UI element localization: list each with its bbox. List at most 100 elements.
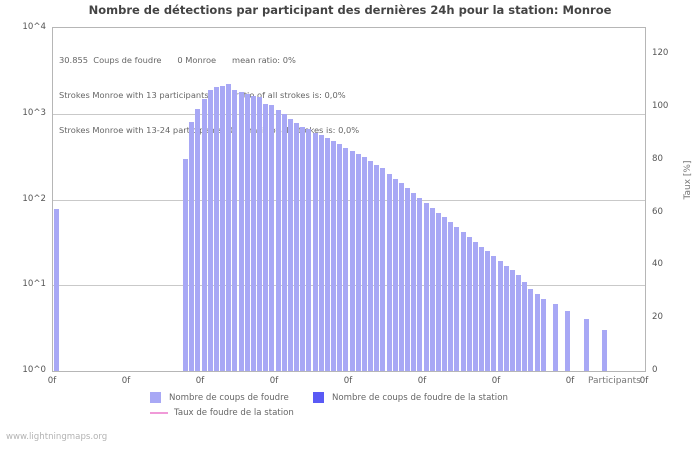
x-tick [503, 371, 504, 372]
x-tick [522, 371, 523, 372]
bar [324, 138, 330, 371]
y-tick-left [52, 330, 53, 331]
x-tick [497, 371, 498, 372]
x-tick [53, 371, 54, 372]
legend-swatch-station-strokes-icon [313, 392, 324, 403]
bar [602, 330, 608, 371]
legend-label-1: Nombre de coups de foudre de la station [332, 392, 508, 403]
y-tick-left [52, 208, 53, 209]
bar [454, 226, 460, 371]
x-tick [627, 371, 628, 372]
x-tick [423, 371, 424, 372]
x-tick [392, 371, 393, 372]
x-tick [411, 371, 412, 372]
y-tick-left [52, 304, 53, 305]
x-tick-label: 0f [343, 376, 353, 386]
gridline [53, 199, 645, 201]
plot-area: 30.855 Coups de foudre 0 Monroe mean rat… [52, 27, 646, 372]
x-tick [294, 371, 295, 372]
bar [405, 188, 411, 371]
y-tick-left [52, 148, 53, 149]
x-tick [133, 371, 134, 372]
x-tick [546, 371, 547, 372]
bar [411, 192, 417, 371]
bar [183, 158, 189, 371]
bar [516, 275, 522, 371]
bar [368, 161, 374, 371]
y-tick-label-left: 10^2 [22, 193, 46, 204]
legend-item-2[interactable]: Taux de foudre de la station [150, 408, 294, 418]
bar [491, 255, 497, 371]
chart-title: Nombre de détections par participant des… [88, 3, 612, 17]
bar [232, 89, 238, 371]
y-tick-left [52, 225, 53, 226]
x-tick [244, 371, 245, 372]
bar [337, 144, 343, 371]
x-tick [349, 371, 350, 372]
x-tick [170, 371, 171, 372]
legend-item-0[interactable]: Nombre de coups de foudre [150, 392, 289, 403]
y-tick-left [52, 159, 53, 160]
x-tick [213, 371, 214, 372]
x-tick [90, 371, 91, 372]
x-tick [380, 371, 381, 372]
x-tick [232, 371, 233, 372]
y-tick-left [52, 122, 53, 123]
y-tick-label-right: 120 [652, 48, 669, 59]
watermark: www.lightningmaps.org [6, 432, 108, 442]
y-tick-left [52, 174, 53, 175]
x-tick [183, 371, 184, 372]
bar [287, 118, 293, 371]
x-tick [78, 371, 79, 372]
y-tick-left [52, 294, 53, 295]
bar [331, 141, 337, 371]
bar [257, 97, 263, 371]
x-tick [472, 371, 473, 372]
x-tick-label: 0f [491, 376, 501, 386]
y-tick-left [52, 219, 53, 220]
bar [392, 178, 398, 371]
bar [238, 91, 244, 371]
x-tick [318, 371, 319, 372]
y-tick-left [52, 285, 53, 286]
y-tick-left [52, 345, 53, 346]
x-tick [429, 371, 430, 372]
y-tick-left [52, 234, 53, 235]
y-tick-left [52, 127, 53, 128]
x-tick [102, 371, 103, 372]
x-tick [226, 371, 227, 372]
x-tick [263, 371, 264, 372]
bar [300, 127, 306, 371]
y-tick-label-left: 10^4 [22, 22, 46, 32]
x-tick [164, 371, 165, 372]
y-tick-label-right: 100 [652, 101, 669, 112]
y-tick-label-left: 10^0 [22, 365, 46, 375]
bar [355, 153, 361, 371]
x-tick [479, 371, 480, 372]
legend-swatch-rate-line-icon [150, 412, 168, 414]
y-tick-left [52, 28, 53, 29]
x-tick [633, 371, 634, 372]
x-tick [559, 371, 560, 372]
x-tick [59, 371, 60, 372]
bar [361, 157, 367, 371]
legend-label-2: Taux de foudre de la station [174, 408, 294, 418]
y-tick-left [52, 114, 53, 115]
x-tick [250, 371, 251, 372]
bar [374, 165, 380, 371]
legend-item-1[interactable]: Nombre de coups de foudre de la station [313, 392, 508, 403]
bar [583, 319, 589, 371]
x-tick [287, 371, 288, 372]
x-tick [176, 371, 177, 372]
x-tick [337, 371, 338, 372]
bar [485, 251, 491, 371]
y-tick-label-right: 80 [652, 153, 663, 164]
bar [189, 122, 195, 371]
bar [281, 113, 287, 371]
x-tick [442, 371, 443, 372]
bar [497, 261, 503, 371]
y-tick-left [52, 47, 53, 48]
y-tick-left [52, 41, 53, 42]
bar [442, 217, 448, 371]
